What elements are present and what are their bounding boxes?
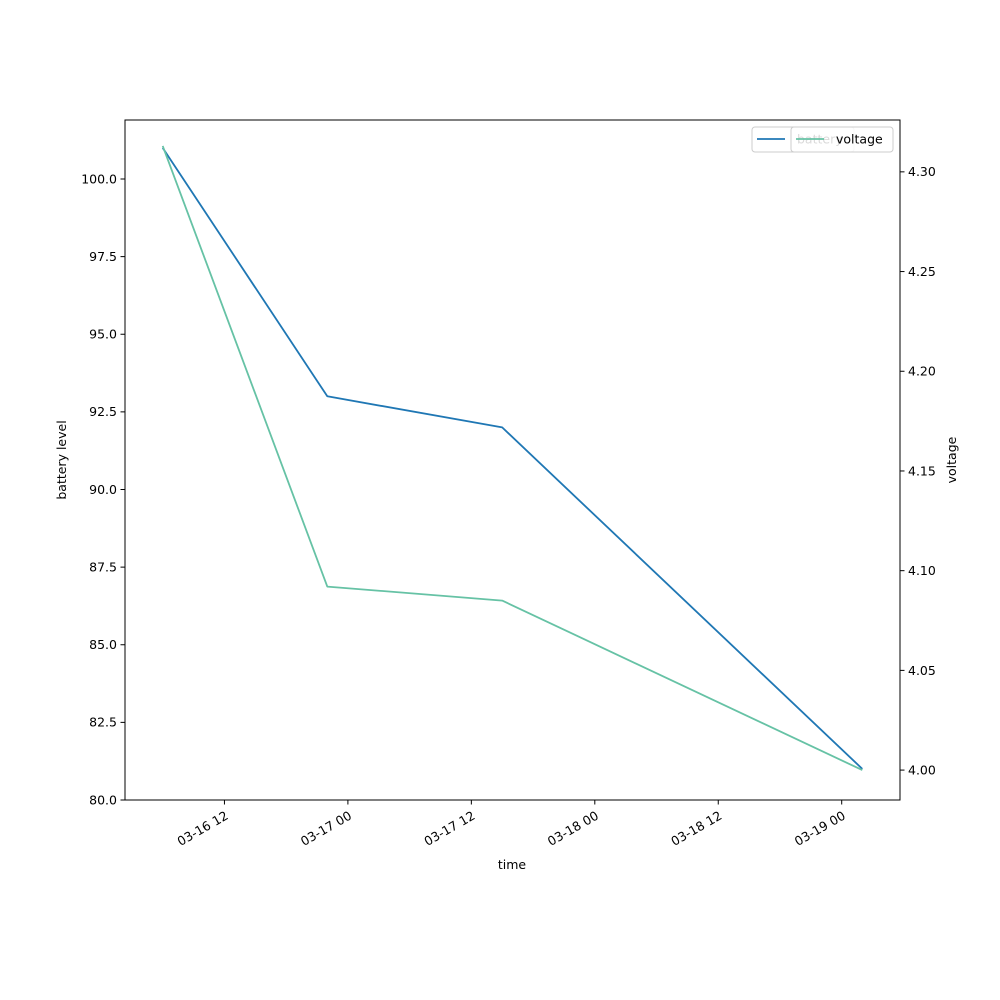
y-right-tick-label: 4.10 — [908, 563, 936, 578]
y-axis-right: 4.00 4.05 4.10 4.15 4.20 4.25 4.30 — [900, 164, 936, 777]
y-left-tick-label: 100.0 — [81, 171, 117, 186]
x-axis-label: time — [498, 857, 527, 872]
y-left-tick-label: 95.0 — [89, 327, 117, 342]
x-tick-label: 03-17 00 — [298, 808, 354, 849]
series-line-voltage — [161, 145, 863, 771]
legend-voltage: voltage — [790, 126, 894, 153]
x-tick-label: 03-18 00 — [545, 808, 601, 849]
x-tick-label: 03-18 12 — [668, 808, 724, 849]
y-right-tick-label: 4.30 — [908, 164, 936, 179]
y-right-tick-label: 4.25 — [908, 264, 936, 279]
y-axis-left: 80.0 82.5 85.0 87.5 90.0 92.5 95.0 97.5 100.0 — [81, 171, 125, 807]
y-right-tick-label: 4.00 — [908, 762, 936, 777]
x-tick-label: 03-16 12 — [174, 808, 230, 849]
legend-box — [790, 126, 894, 153]
y-left-tick-label: 92.5 — [89, 404, 117, 419]
y-left-tick-label: 87.5 — [89, 559, 117, 574]
y-left-tick-label: 85.0 — [89, 637, 117, 652]
plot-area — [124, 119, 901, 801]
y-right-tick-label: 4.05 — [908, 663, 936, 678]
y-right-tick-label: 4.15 — [908, 463, 936, 478]
x-tick-label: 03-19 00 — [792, 808, 848, 849]
legend-label: voltage — [836, 131, 883, 146]
y-left-tick-label: 82.5 — [89, 715, 117, 730]
series-line-battery — [161, 147, 863, 770]
x-axis: 03-16 12 03-17 00 03-17 12 03-18 00 03-18 12… — [174, 800, 848, 849]
y-axis-left-label: battery level — [54, 420, 69, 499]
y-left-tick-label: 97.5 — [89, 249, 117, 264]
y-axis-right-label: voltage — [944, 436, 959, 483]
y-right-tick-label: 4.20 — [908, 364, 936, 379]
legends: batteryvoltage — [751, 126, 894, 153]
plot-frame — [124, 119, 901, 801]
y-left-tick-label: 90.0 — [89, 482, 117, 497]
y-left-tick-label: 80.0 — [89, 792, 117, 807]
series-lines — [161, 145, 863, 771]
x-tick-label: 03-17 12 — [421, 808, 477, 849]
